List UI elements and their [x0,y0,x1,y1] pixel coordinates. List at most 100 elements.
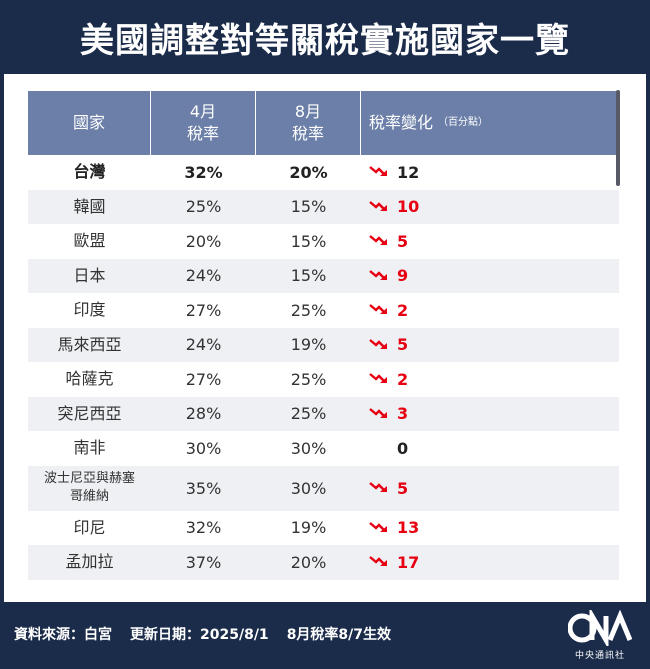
header-change-label: 稅率變化 [369,113,434,132]
august-rate-cell: 15% [290,266,327,286]
table-row: 印尼 32% 19% 13 [28,511,619,546]
header-august: 8月稅率 [256,91,361,155]
country-line1: 波士尼亞與赫塞 [43,471,135,486]
trend-down-icon [369,338,387,349]
april-rate-cell: 24% [185,266,222,286]
change-value: 2 [397,369,409,389]
change-value: 13 [397,518,420,538]
page-title: 美國調整對等關稅實施國家一覽 [80,20,570,61]
table-panel: 國家 4月 稅率 8月 稅率 稅率變化 （百分點） 台灣 32% 20% 12 韓國 … [4,74,646,602]
august-rate-cell: 15% [290,197,327,217]
change-cell: 5 [361,232,619,251]
august-rate-cell: 19% [290,335,327,355]
table-header: 國家 4月 稅率 8月稅率 稅率變化 （百分點） [28,91,619,155]
august-rate-cell: 25% [290,300,327,320]
header-august-line1: 8月 [294,102,322,121]
august-rate-cell: 30% [290,478,327,498]
table-row: 印度 27% 25% 2 [28,293,619,328]
header-change: 稅率變化 （百分點） [361,91,619,155]
august-rate-cell: 30% [290,438,327,458]
change-cell: 13 [361,518,619,537]
trend-down-icon [369,482,387,492]
header-change-unit: （百分點） [438,117,489,128]
change-value: 3 [397,404,409,424]
header-april-label: 4月 稅率 [187,101,219,145]
table-row: 孟加拉 37% 20% 17 [28,545,619,580]
change-cell: 3 [361,404,619,423]
scrollbar-thumb[interactable] [616,90,620,186]
august-rate-cell: 20% [290,552,327,572]
country-line2: 哥維納 [69,489,109,504]
table-row: 台灣 32% 20% 12 [28,155,619,190]
trend-down-icon [369,304,387,315]
april-rate-cell: 27% [185,300,222,320]
change-value: 12 [397,162,420,182]
header-august-label: 8月稅率 [292,101,324,145]
april-rate-cell: 25% [185,197,222,217]
trend-down-icon [369,166,387,177]
footer: 資料來源：白宮 更新日期：2025/8/1 8月稅率8/7生效 中央通訊社 [0,602,650,669]
change-value: 0 [397,438,409,458]
trend-down-icon [369,407,387,418]
header-august-line2: 稅率 [291,124,324,143]
cna-logo-text: 中央通訊社 [574,651,625,661]
trend-down-icon [369,373,387,384]
country-cell: 突尼西亞 [57,403,122,423]
effective-text: 8月稅率8/7生效 [286,627,392,643]
header-country-label: 國家 [72,113,105,132]
table-row: 馬來西亞 24% 19% 5 [28,327,619,362]
april-rate-cell: 37% [185,552,222,572]
country-cell: 南非 [73,438,106,458]
trend-down-icon [369,200,387,211]
table-row: 哈薩克 27% 25% 2 [28,362,619,397]
change-cell: 0 [361,439,619,458]
april-rate-cell: 27% [185,369,222,389]
table-row: 歐盟 20% 15% 5 [28,224,619,259]
cna-logo: 中央通訊社 [568,610,632,664]
april-rate-cell: 24% [185,335,222,355]
country-cell: 台灣 [73,162,106,182]
april-rate-cell: 28% [185,404,222,424]
trend-down-icon [369,521,387,532]
trend-down-icon [369,556,387,567]
country-cell: 馬來西亞 [57,334,122,354]
change-cell: 9 [361,266,619,285]
country-cell: 歐盟 [73,231,106,251]
header-april-line2: 稅率 [186,124,219,143]
april-rate-cell: 32% [184,162,223,182]
change-value: 5 [397,478,409,498]
change-cell: 5 [361,335,619,354]
country-cell: 韓國 [73,196,106,216]
change-cell: 5 [361,479,619,498]
trend-down-icon [369,269,387,280]
country-cell: 波士尼亞與赫塞 哥維納 [28,470,151,506]
updated-text: 更新日期：2025/8/1 [130,627,269,643]
footer-credits: 資料來源：白宮 更新日期：2025/8/1 8月稅率8/7生效 [14,624,409,644]
august-rate-cell: 15% [290,231,327,251]
cna-logo-icon [568,610,632,646]
country-cell: 哈薩克 [65,369,114,389]
title-banner: 美國調整對等關稅實施國家一覽 [0,0,650,74]
august-rate-cell: 25% [290,404,327,424]
table-row: 日本 24% 15% 9 [28,258,619,293]
change-value: 10 [397,197,420,217]
change-value: 17 [397,552,420,572]
april-rate-cell: 20% [185,231,222,251]
change-value: 5 [397,335,409,355]
april-rate-cell: 30% [185,438,222,458]
source-text: 資料來源：白宮 [14,627,112,643]
table-row: 波士尼亞與赫塞 哥維納 35% 30% 5 [28,465,619,511]
country-cell: 日本 [73,265,106,285]
april-rate-cell: 35% [185,478,222,498]
august-rate-cell: 20% [289,162,328,182]
change-cell: 2 [361,370,619,389]
change-value: 2 [397,300,409,320]
table-row: 南非 30% 30% 0 [28,431,619,466]
august-rate-cell: 25% [290,369,327,389]
august-rate-cell: 19% [290,518,327,538]
change-cell: 12 [361,163,619,182]
change-value: 5 [397,231,409,251]
table-row: 突尼西亞 28% 25% 3 [28,396,619,431]
change-cell: 17 [361,553,619,572]
country-cell: 印度 [73,300,106,320]
